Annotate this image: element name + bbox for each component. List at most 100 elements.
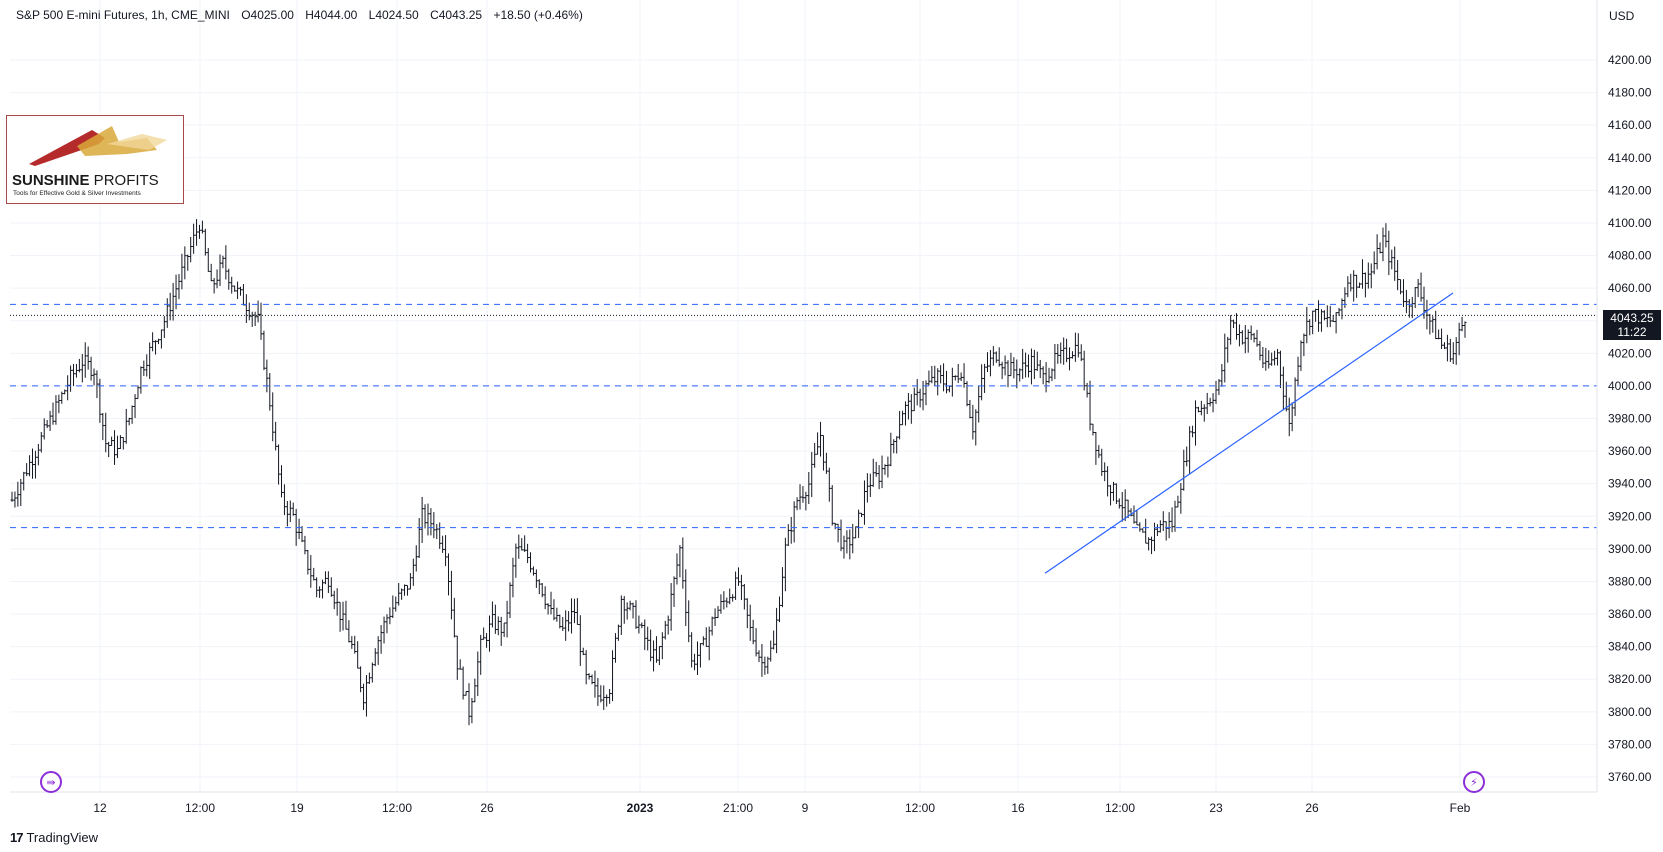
- candle: [359, 666, 363, 693]
- symbol-title[interactable]: S&P 500 E-mini Futures, 1h, CME_MINI: [16, 8, 230, 22]
- candle: [455, 635, 459, 680]
- candle: [608, 689, 612, 704]
- candle: [86, 346, 90, 370]
- candle: [672, 576, 676, 607]
- candle: [414, 545, 418, 572]
- candle: [868, 473, 872, 497]
- candle: [1340, 298, 1344, 320]
- candle: [505, 600, 509, 638]
- candle: [353, 635, 357, 654]
- candle: [704, 627, 708, 647]
- time-tick-label: 23: [1209, 801, 1223, 815]
- candle: [991, 346, 995, 366]
- candle: [473, 678, 477, 703]
- candle: [698, 643, 702, 668]
- candle: [341, 601, 345, 631]
- arrow-circle-icon[interactable]: ⇛: [40, 771, 62, 793]
- price-tick-label: 3820.00: [1608, 672, 1652, 686]
- candle: [666, 615, 670, 635]
- candle: [613, 633, 617, 663]
- candle: [1199, 400, 1203, 416]
- candle: [678, 545, 682, 578]
- candle: [1273, 350, 1277, 366]
- candle: [1068, 347, 1072, 371]
- candle: [1261, 346, 1265, 369]
- candle: [115, 435, 119, 459]
- candle: [452, 597, 456, 638]
- candle: [640, 622, 644, 629]
- candle: [529, 552, 533, 573]
- candle: [745, 598, 749, 629]
- candle: [297, 518, 301, 540]
- ohlc-open: O4025.00: [241, 8, 294, 22]
- candle: [1220, 364, 1224, 387]
- candle: [69, 365, 73, 392]
- candle: [1460, 316, 1464, 332]
- candle: [441, 535, 445, 553]
- candle: [596, 677, 600, 706]
- candle: [1319, 309, 1323, 332]
- candle: [180, 253, 184, 290]
- candle: [517, 534, 521, 559]
- candle: [1070, 351, 1074, 359]
- candle: [1024, 352, 1028, 378]
- candle: [1018, 368, 1022, 382]
- candle: [162, 316, 166, 338]
- candle: [411, 558, 415, 586]
- candle: [968, 399, 972, 419]
- candle: [871, 458, 875, 487]
- candle: [63, 389, 67, 395]
- candle: [1264, 347, 1268, 371]
- candle: [725, 597, 729, 608]
- candle: [675, 553, 679, 585]
- candle: [156, 338, 160, 345]
- candle: [1387, 230, 1391, 276]
- candle: [511, 557, 515, 598]
- candle: [1410, 296, 1414, 319]
- time-tick-label: 12: [93, 801, 107, 815]
- candle: [438, 522, 442, 549]
- candle: [962, 363, 966, 388]
- candle: [652, 640, 656, 672]
- candle: [1278, 350, 1282, 389]
- candle: [663, 620, 667, 640]
- candle: [1179, 482, 1183, 514]
- candle: [1375, 234, 1379, 270]
- candle: [139, 366, 143, 394]
- candle: [45, 419, 49, 429]
- candle: [230, 276, 234, 294]
- candle: [1065, 338, 1069, 363]
- candle: [1106, 466, 1110, 497]
- candle: [933, 365, 937, 386]
- candle: [1349, 273, 1353, 292]
- candle: [33, 450, 37, 479]
- uptrend-line: [1044, 292, 1454, 574]
- candlestick-series: [10, 219, 1467, 726]
- price-tick-label: 3980.00: [1608, 412, 1652, 426]
- tradingview-footer[interactable]: 17 TradingView: [10, 830, 98, 845]
- candle: [92, 368, 96, 386]
- candle: [739, 574, 743, 601]
- candle: [183, 246, 187, 280]
- candle: [39, 431, 43, 453]
- candle: [1413, 287, 1417, 309]
- candle: [909, 394, 913, 424]
- candle: [458, 659, 462, 670]
- candle: [710, 616, 714, 636]
- candle: [587, 673, 591, 680]
- candle: [347, 620, 351, 643]
- candle: [927, 370, 931, 386]
- candle: [74, 363, 78, 378]
- candle: [1308, 319, 1312, 336]
- candle: [567, 611, 571, 632]
- candle: [379, 625, 383, 654]
- candle: [408, 573, 412, 590]
- candle: [769, 640, 773, 662]
- candle: [113, 430, 117, 465]
- candle: [309, 555, 313, 588]
- time-tick-label: 12:00: [185, 801, 215, 815]
- candle: [1226, 336, 1230, 363]
- trendline: [1044, 292, 1454, 574]
- lightning-icon[interactable]: ⚡: [1463, 771, 1485, 793]
